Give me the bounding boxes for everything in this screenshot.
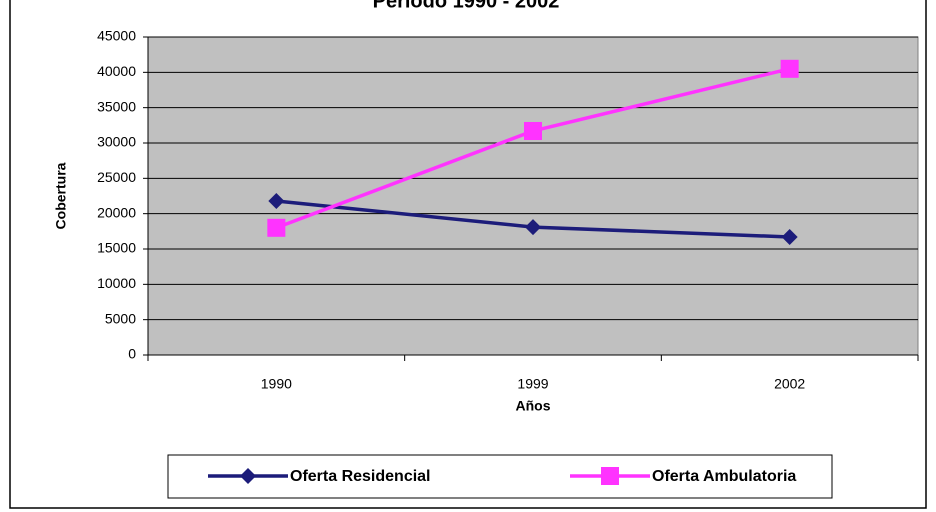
y-tick-label: 15000 <box>97 240 136 256</box>
legend-label: Oferta Ambulatoria <box>652 468 796 485</box>
y-tick-label: 5000 <box>105 310 136 326</box>
legend-marker <box>601 467 619 485</box>
data-point <box>525 219 541 236</box>
y-tick-label: 30000 <box>97 134 136 150</box>
x-tick-label: 2002 <box>774 376 805 392</box>
data-point <box>524 121 542 140</box>
y-tick-label: 45000 <box>97 28 136 44</box>
x-tick-label: 1990 <box>261 376 292 392</box>
x-axis-label: Años <box>516 398 551 414</box>
y-tick-label: 0 <box>128 346 136 362</box>
legend-marker <box>240 468 256 484</box>
data-point <box>267 218 286 237</box>
y-axis-label: Cobertura <box>53 162 69 229</box>
data-point <box>780 59 799 78</box>
y-tick-label: 25000 <box>97 169 136 185</box>
y-tick-label: 20000 <box>97 204 136 220</box>
legend-label: Oferta Residencial <box>290 468 431 485</box>
y-tick-label: 35000 <box>97 98 136 114</box>
x-tick-label: 1999 <box>517 376 548 392</box>
data-point <box>268 192 285 209</box>
y-tick-label: 40000 <box>97 63 136 79</box>
data-point <box>781 228 798 245</box>
y-tick-label: 10000 <box>97 275 136 291</box>
plot-area <box>147 36 919 356</box>
chart-title: Período 1990 - 2002 <box>373 0 560 12</box>
